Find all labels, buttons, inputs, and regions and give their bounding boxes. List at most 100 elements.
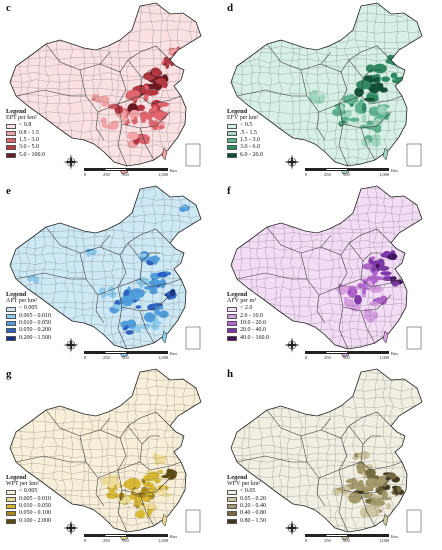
compass-letter: S [70, 167, 72, 171]
county-patch [345, 478, 358, 484]
county-patch [381, 76, 391, 82]
county-patch [359, 452, 365, 460]
county-patch [365, 64, 375, 73]
compass-letter: S [291, 167, 293, 171]
scale-tick-label: 250 [103, 172, 110, 177]
map-legend: Legend AFV per m² < 2.0 2.0 - 10.0 10.0 - 20… [227, 291, 269, 342]
legend-swatch [227, 306, 237, 312]
legend-entry-label: 2.0 - 10.0 [240, 312, 263, 319]
scale-bar-graphic [84, 351, 168, 354]
scale-tick-label: 500 [343, 355, 350, 360]
county-patch [374, 297, 385, 304]
compass-letter: N [291, 519, 293, 522]
country-outline [230, 368, 423, 533]
county-patch [349, 290, 357, 298]
county-patch [161, 486, 166, 494]
legend-entry: 0.100 - 2.000 [6, 518, 51, 525]
legend-entry-label: 0.005 - 0.010 [19, 312, 51, 319]
legend-entry-label: 40.0 - 160.0 [240, 334, 269, 341]
county-patch [377, 265, 390, 271]
legend-unit: AFV per m² [227, 298, 257, 305]
legend-entry-label: 0.05 - 0.20 [240, 495, 266, 502]
legend-entry: 40.0 - 160.0 [227, 335, 269, 342]
legend-entry: 0.050 - 0.200 [6, 327, 51, 334]
scale-tick-label: 0 [84, 538, 87, 543]
legend-swatch [227, 335, 237, 341]
scale-tick-label: 250 [103, 538, 110, 543]
map-legend: Legend EFV per km² < 0.5.5 - 1.5 1.5 - 3.0 3… [227, 108, 263, 159]
legend-entry: 1.5 - 3.0 [6, 137, 45, 144]
legend-swatch [227, 313, 237, 319]
legend-entry-label: < 0.5 [240, 122, 253, 129]
county-patch [390, 72, 398, 79]
legend-entry: < 0.005 [6, 488, 51, 495]
county-patch [379, 82, 384, 91]
compass-letter: E [78, 343, 80, 347]
scale-bar-graphic [305, 534, 389, 537]
legend-title: Legend [227, 291, 248, 298]
county-patch [148, 471, 160, 480]
legend-entry-label: 0.050 - 0.100 [19, 510, 51, 517]
legend-entry-label: 0.200 - 1.500 [19, 334, 51, 341]
scale-tick-label: 0 [305, 538, 308, 543]
county-patch [123, 481, 132, 488]
county-patch [155, 78, 167, 85]
legend-entry: 0.010 - 0.050 [6, 503, 51, 510]
legend-title: Legend [6, 474, 27, 481]
panel-label: c [6, 2, 11, 14]
map-legend: Legend EPT per km² < 0.8 0.8 - 1.5 1.5 - 3.0… [6, 108, 45, 159]
scale-tick-label: 0 [305, 355, 308, 360]
legend-entry-label: 0.40 - 0.80 [240, 510, 266, 517]
county-patch [368, 106, 380, 117]
legend-entry-label: < 0.05 [240, 488, 256, 495]
county-patch [364, 308, 370, 313]
county-patch [331, 108, 343, 117]
county-patch [361, 113, 367, 124]
legend-swatch [6, 328, 16, 334]
legend-unit: APT per km² [6, 298, 38, 305]
taiwan-island [382, 147, 389, 161]
county-patch [129, 110, 135, 121]
compass-rose-icon: N S E W [283, 336, 301, 354]
scale-bar: 0 250 500 1,000 Km [305, 534, 398, 546]
county-patch [165, 472, 174, 476]
compass-letter: W [62, 160, 65, 164]
county-patch [376, 500, 385, 506]
legend-entry-label: 0.050 - 0.200 [19, 327, 51, 334]
scale-tick-label: 500 [122, 355, 129, 360]
legend-swatch [6, 504, 16, 510]
county-patch [371, 494, 381, 499]
compass-letter: E [78, 526, 80, 530]
legend-entry: 0.40 - 0.80 [227, 510, 266, 517]
county-patch [355, 483, 366, 491]
legend-entry: < 0.05 [227, 488, 266, 495]
county-patch [86, 252, 91, 257]
county-patch [394, 76, 402, 83]
county-patch [371, 266, 376, 272]
scale-unit: Km [170, 168, 177, 173]
county-patch [114, 105, 124, 114]
county-patch [140, 323, 151, 330]
legend-entry-label: 3.0 - 5.0 [19, 144, 39, 151]
country-outline [9, 2, 202, 167]
map-legend: Legend WFV per km² < 0.05 0.05 - 0.20 0.20 -… [227, 474, 266, 525]
county-patch [155, 305, 164, 310]
legend-swatch [227, 328, 237, 334]
county-patch [111, 120, 119, 124]
county-patch [364, 468, 376, 477]
scale-bar: 0 250 500 1,000 Km [84, 351, 177, 363]
legend-swatch [227, 504, 237, 510]
county-patch [345, 299, 350, 309]
legend-swatch [227, 145, 237, 151]
legend-entry: 10.0 - 20.0 [227, 320, 269, 327]
country-outline [230, 2, 423, 167]
legend-title: Legend [6, 291, 27, 298]
legend-swatch [6, 123, 16, 129]
compass-letter: W [283, 343, 286, 347]
map-legend: Legend APT per km² < 0.005 0.005 - 0.010 0.0… [6, 291, 51, 342]
legend-entry-label: 0.20 - 0.40 [240, 503, 266, 510]
legend-entry: 0.005 - 0.010 [6, 313, 51, 320]
compass-letter: W [283, 160, 286, 164]
legend-entry: 3.0 - 5.0 [6, 144, 45, 151]
